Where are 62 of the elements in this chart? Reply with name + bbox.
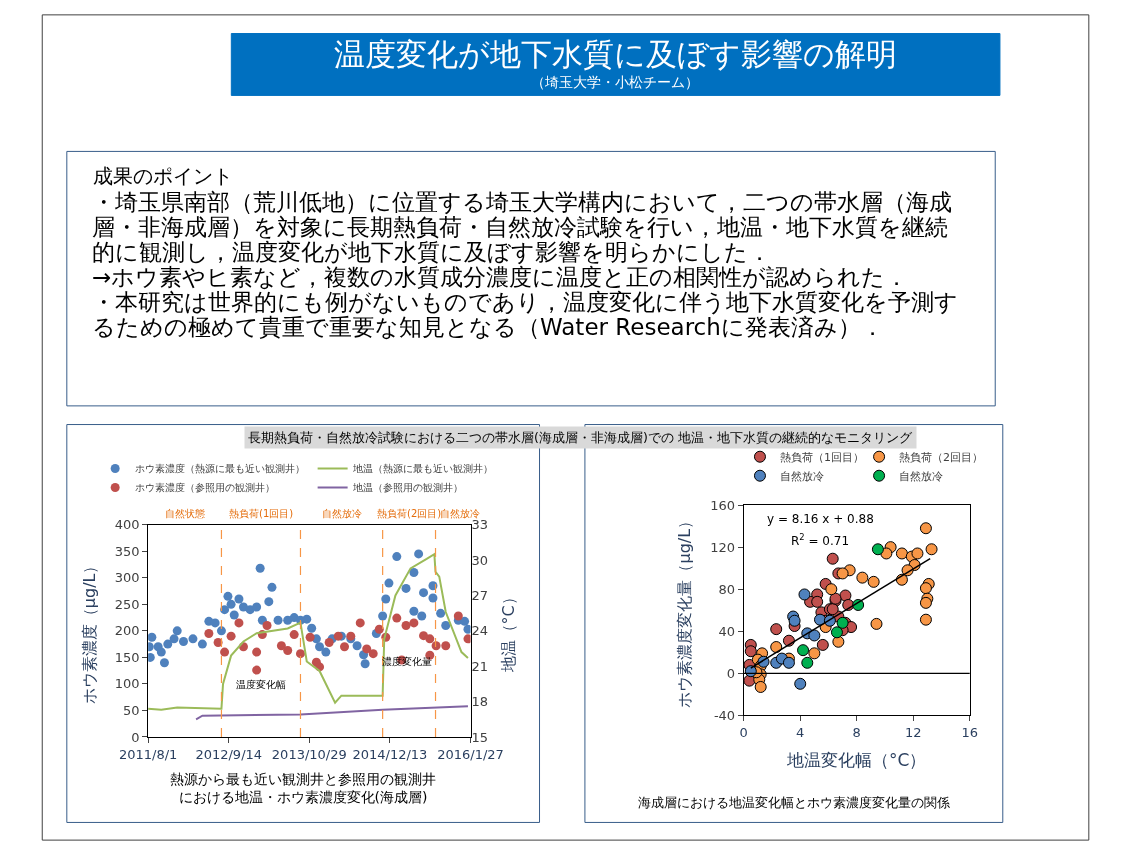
y-axis-title: ホウ素濃度（μg/L） <box>79 557 99 705</box>
x-tick-label: 16 <box>961 724 978 740</box>
annotation: 温度変化幅 <box>236 679 286 690</box>
text: 成果のポイント <box>93 164 233 188</box>
y-tick-label: 250 <box>114 596 140 612</box>
x-axis-title: 熱源から最も近い観測井と参照用の観測井における地温・ホウ素濃度変化(海成層) <box>170 771 436 806</box>
y2-tick-label: 27 <box>471 588 489 604</box>
x-tick-label: 0 <box>739 724 748 740</box>
y2-tick-label: 21 <box>471 658 489 674</box>
y-tick-label: 120 <box>710 539 736 555</box>
y-tick-label: 400 <box>114 517 140 533</box>
x-tick-label: 2014/12/13 <box>352 746 428 762</box>
x-tick-label: 4 <box>796 724 805 740</box>
legend-label: ホウ素濃度（参照用の観測井） <box>135 482 276 494</box>
y-tick-label: 150 <box>114 649 140 665</box>
x-tick-label: 2016/1/27 <box>437 746 504 762</box>
text: →ホウ素やヒ素など，複数の水質成分濃度に温度と正の相関性が認められた． <box>92 264 909 290</box>
text: 熱負荷(2回目) <box>377 508 442 519</box>
text: 的に観測し，温度変化が地下水質に及ぼす影響を明らかにした． <box>92 239 771 265</box>
y-tick-label: -40 <box>713 707 736 723</box>
y2-tick-label: 30 <box>471 552 489 568</box>
y-tick-label: 80 <box>718 581 736 597</box>
y-tick-label: 300 <box>114 570 140 586</box>
legend-label: 自然放冷 <box>779 470 824 484</box>
y-tick-label: 100 <box>114 676 140 692</box>
y-tick-label: 350 <box>114 543 140 559</box>
text: 自然状態 <box>165 508 205 519</box>
text: （埼玉大学・小松チーム） <box>531 74 699 90</box>
annotation: R$^{2}$ = 0.71 <box>791 532 850 549</box>
legend-label: ホウ素濃度（熱源に最も近い観測井） <box>135 463 306 475</box>
text: ・埼玉県南部（荒川低地）に位置する埼玉大学構内において，二つの帯水層（海成 <box>92 189 952 215</box>
x-tick-label: 8 <box>852 724 861 740</box>
x-tick-label: 2012/9/14 <box>195 746 263 762</box>
y-tick-label: 40 <box>718 623 736 639</box>
x-axis-title: 地温変化幅（°C） <box>786 750 927 771</box>
y-tick-label: 200 <box>114 623 140 639</box>
legend-label: 熱負荷（1回目） <box>779 451 864 465</box>
x-tick-label: 2013/10/29 <box>271 746 347 762</box>
y2-axis-title: 地温（°C） <box>498 589 518 674</box>
text: るための極めて貴重で重要な知見となる（Water Researchに発表済み）． <box>92 314 884 340</box>
text: 層・非海成層）を対象に長期熱負荷・自然放冷試験を行い，地温・地下水質を継続 <box>92 214 948 240</box>
y-axis-title: ホウ素濃度変化量（μg/L） <box>675 512 695 708</box>
y-tick-label: 160 <box>710 497 736 513</box>
text: 長期熱負荷・自然放冷試験における二つの帯水層(海成層・非海成層)での 地温・地下水質の継続的なモニタリング <box>248 430 913 445</box>
annotation: y = 8.16 x + 0.88 <box>767 512 874 526</box>
y2-tick-label: 24 <box>471 623 489 639</box>
text: 自然放冷 <box>440 508 480 519</box>
text: 熱負荷(1回目) <box>229 508 294 519</box>
y2-tick-label: 15 <box>471 729 489 745</box>
text: 海成層における地温変化幅とホウ素濃度変化量の関係 <box>638 795 950 810</box>
legend-label: 熱負荷（2回目） <box>899 451 984 465</box>
x-tick-label: 12 <box>904 724 922 740</box>
text: 温度変化が地下水質に及ぼす影響の解明 <box>334 36 897 72</box>
text: 自然放冷 <box>322 508 362 519</box>
legend-label: 自然放冷 <box>899 470 944 484</box>
y2-tick-label: 18 <box>471 694 489 710</box>
y-tick-label: 0 <box>726 665 736 681</box>
text: ・本研究は世界的にも例がないものであり，温度変化に伴う地下水質変化を予測す <box>92 289 958 315</box>
legend-label: 地温（熱源に最も近い観測井） <box>351 463 493 475</box>
y-tick-label: 50 <box>122 702 140 718</box>
legend-label: 地温（参照用の観測井） <box>351 482 463 494</box>
x-tick-label: 2011/8/1 <box>118 746 178 762</box>
